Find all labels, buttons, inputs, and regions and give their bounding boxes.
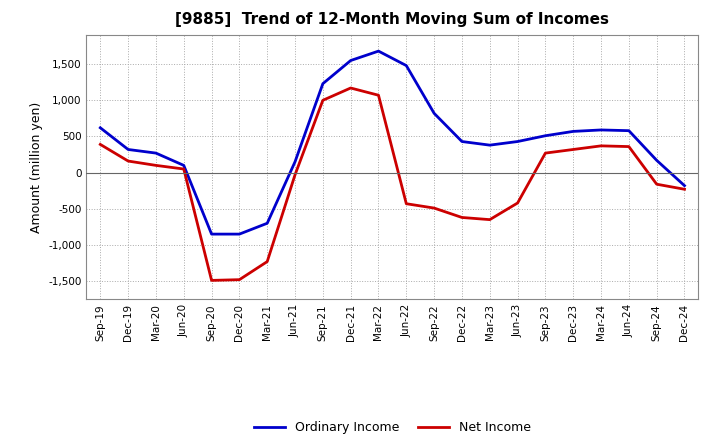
- Net Income: [652, 182, 661, 187]
- Ordinary Income: [541, 133, 550, 138]
- Net Income: [124, 158, 132, 164]
- Ordinary Income: [318, 81, 327, 86]
- Ordinary Income: [291, 159, 300, 165]
- Ordinary Income: [513, 139, 522, 144]
- Net Income: [569, 147, 577, 152]
- Ordinary Income: [374, 48, 383, 54]
- Net Income: [291, 172, 300, 177]
- Ordinary Income: [624, 128, 633, 133]
- Ordinary Income: [346, 58, 355, 63]
- Ordinary Income: [680, 183, 689, 188]
- Ordinary Income: [569, 129, 577, 134]
- Title: [9885]  Trend of 12-Month Moving Sum of Incomes: [9885] Trend of 12-Month Moving Sum of I…: [176, 12, 609, 27]
- Net Income: [541, 150, 550, 156]
- Net Income: [263, 259, 271, 264]
- Line: Net Income: Net Income: [100, 88, 685, 280]
- Ordinary Income: [430, 111, 438, 116]
- Ordinary Income: [263, 220, 271, 226]
- Net Income: [318, 98, 327, 103]
- Ordinary Income: [235, 231, 243, 237]
- Ordinary Income: [402, 63, 410, 68]
- Net Income: [235, 277, 243, 282]
- Net Income: [624, 144, 633, 149]
- Net Income: [513, 200, 522, 205]
- Net Income: [374, 92, 383, 98]
- Net Income: [152, 163, 161, 168]
- Net Income: [430, 205, 438, 211]
- Net Income: [402, 201, 410, 206]
- Legend: Ordinary Income, Net Income: Ordinary Income, Net Income: [248, 416, 536, 439]
- Net Income: [485, 217, 494, 222]
- Ordinary Income: [597, 127, 606, 132]
- Line: Ordinary Income: Ordinary Income: [100, 51, 685, 234]
- Ordinary Income: [152, 150, 161, 156]
- Net Income: [597, 143, 606, 149]
- Ordinary Income: [458, 139, 467, 144]
- Net Income: [346, 85, 355, 91]
- Net Income: [680, 187, 689, 192]
- Ordinary Income: [96, 125, 104, 130]
- Ordinary Income: [485, 143, 494, 148]
- Net Income: [179, 166, 188, 172]
- Ordinary Income: [179, 163, 188, 168]
- Net Income: [96, 142, 104, 147]
- Ordinary Income: [652, 158, 661, 163]
- Y-axis label: Amount (million yen): Amount (million yen): [30, 102, 42, 233]
- Net Income: [458, 215, 467, 220]
- Ordinary Income: [124, 147, 132, 152]
- Net Income: [207, 278, 216, 283]
- Ordinary Income: [207, 231, 216, 237]
